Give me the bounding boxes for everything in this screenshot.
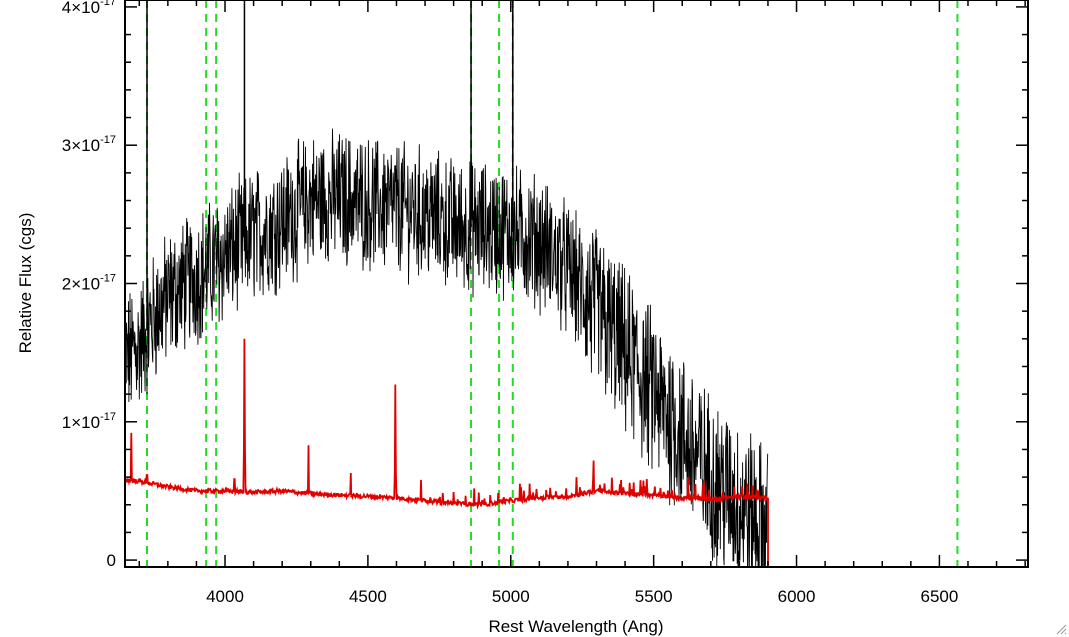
error-series	[125, 338, 1028, 567]
x-axis-label: Rest Wavelength (Ang)	[488, 617, 663, 636]
y-axis: 0 1×10-17 2×10-17 3×10-17 4×10-17	[62, 0, 1028, 570]
x-tick-label: 5500	[635, 587, 673, 606]
x-tick-label: 6000	[778, 587, 816, 606]
x-tick-label: 6500	[921, 587, 959, 606]
y-tick-label: 1×10-17	[62, 411, 116, 432]
x-tick-label: 4500	[349, 587, 387, 606]
y-tick-label: 2×10-17	[62, 273, 116, 294]
x-axis: 4000 4500 5000 5500 6000 6500	[138, 0, 1026, 606]
y-axis-label: Relative Flux (cgs)	[16, 213, 35, 354]
x-tick-label: 5000	[492, 587, 530, 606]
y-tick-label: 3×10-17	[62, 134, 116, 155]
x-tick-label: 4000	[206, 587, 244, 606]
spectrum-series	[125, 128, 769, 567]
resize-grip-icon[interactable]	[1055, 623, 1067, 635]
plot-area	[125, 0, 1028, 567]
y-tick-label: 0	[107, 551, 116, 570]
y-tick-label: 4×10-17	[62, 0, 116, 17]
